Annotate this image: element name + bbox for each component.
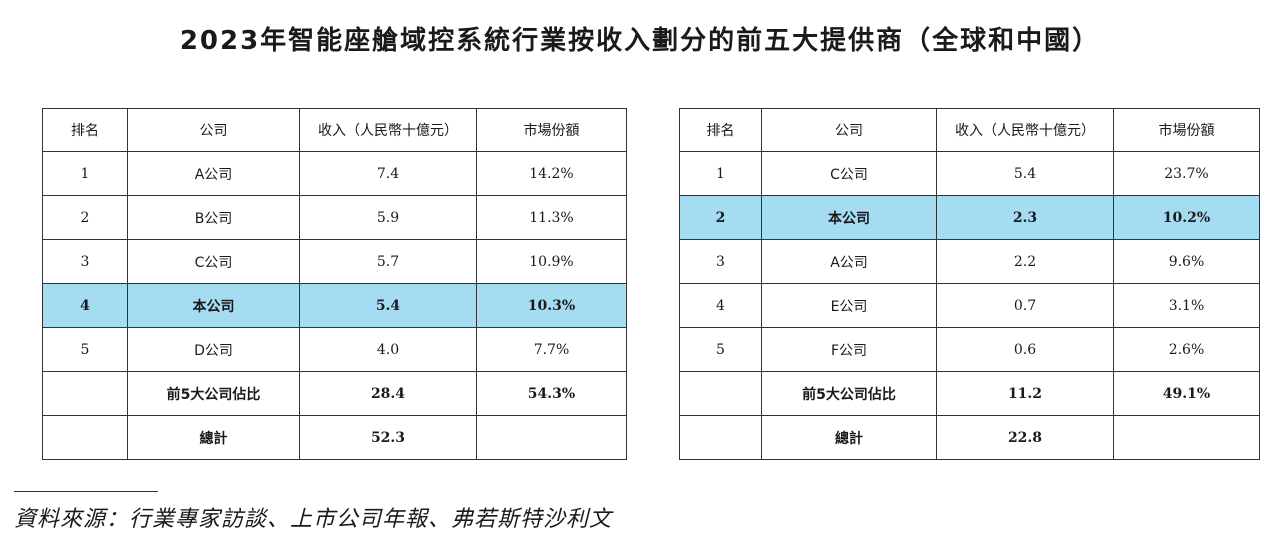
share-cell: 11.3% (476, 195, 627, 240)
top5-revenue: 11.2 (936, 371, 1114, 416)
company-cell: C公司 (127, 239, 300, 284)
share-cell: 23.7% (1113, 151, 1260, 196)
table-header-row: 排名 公司 收入（人民幣十億元） 市場份額 (679, 108, 1260, 152)
source-note: 資料來源：行業專家訪談、上市公司年報、弗若斯特沙利文 (14, 507, 613, 532)
company-cell: E公司 (761, 283, 937, 328)
rank-cell: 1 (42, 151, 128, 196)
rank-cell: 5 (679, 327, 762, 372)
table-row: 2 B公司 5.9 11.3% (42, 195, 627, 240)
revenue-cell: 0.6 (936, 327, 1114, 372)
table-row: 1 C公司 5.4 23.7% (679, 151, 1260, 196)
revenue-cell: 2.2 (936, 239, 1114, 284)
header-share: 市場份額 (476, 108, 627, 152)
total-row: 總計 52.3 (42, 415, 627, 460)
table-row: 5 D公司 4.0 7.7% (42, 327, 627, 372)
footnote-divider (14, 491, 158, 492)
rank-cell: 5 (42, 327, 128, 372)
company-cell: D公司 (127, 327, 300, 372)
share-cell: 7.7% (476, 327, 627, 372)
share-cell: 10.2% (1113, 195, 1260, 240)
total-revenue: 52.3 (299, 415, 477, 460)
company-cell: C公司 (761, 151, 937, 196)
share-cell: 14.2% (476, 151, 627, 196)
table-row: 3 C公司 5.7 10.9% (42, 239, 627, 284)
rank-cell: 3 (679, 239, 762, 284)
china-ranking-table: 排名 公司 收入（人民幣十億元） 市場份額 1 C公司 5.4 23.7% 2 … (679, 108, 1260, 460)
revenue-cell: 2.3 (936, 195, 1114, 240)
rank-cell: 2 (679, 195, 762, 240)
total-row: 總計 22.8 (679, 415, 1260, 460)
highlighted-row: 2 本公司 2.3 10.2% (679, 195, 1260, 240)
top5-label: 前5大公司佔比 (127, 371, 300, 416)
top5-row: 前5大公司佔比 11.2 49.1% (679, 371, 1260, 416)
highlighted-row: 4 本公司 5.4 10.3% (42, 283, 627, 328)
share-cell: 3.1% (1113, 283, 1260, 328)
header-revenue: 收入（人民幣十億元） (936, 108, 1114, 152)
table-row: 4 E公司 0.7 3.1% (679, 283, 1260, 328)
revenue-cell: 5.4 (936, 151, 1114, 196)
total-revenue: 22.8 (936, 415, 1114, 460)
empty-cell (679, 415, 762, 460)
header-revenue: 收入（人民幣十億元） (299, 108, 477, 152)
top5-revenue: 28.4 (299, 371, 477, 416)
share-cell: 10.3% (476, 283, 627, 328)
empty-cell (1113, 415, 1260, 460)
share-cell: 2.6% (1113, 327, 1260, 372)
revenue-cell: 5.7 (299, 239, 477, 284)
company-cell: 本公司 (127, 283, 300, 328)
empty-cell (42, 415, 128, 460)
header-company: 公司 (761, 108, 937, 152)
revenue-cell: 5.9 (299, 195, 477, 240)
empty-cell (476, 415, 627, 460)
total-label: 總計 (761, 415, 937, 460)
empty-cell (42, 371, 128, 416)
header-rank: 排名 (42, 108, 128, 152)
top5-label: 前5大公司佔比 (761, 371, 937, 416)
company-cell: A公司 (127, 151, 300, 196)
total-label: 總計 (127, 415, 300, 460)
company-cell: F公司 (761, 327, 937, 372)
top5-share: 54.3% (476, 371, 627, 416)
revenue-cell: 0.7 (936, 283, 1114, 328)
rank-cell: 2 (42, 195, 128, 240)
header-company: 公司 (127, 108, 300, 152)
company-cell: A公司 (761, 239, 937, 284)
rank-cell: 4 (679, 283, 762, 328)
header-share: 市場份額 (1113, 108, 1260, 152)
company-cell: 本公司 (761, 195, 937, 240)
revenue-cell: 4.0 (299, 327, 477, 372)
top5-row: 前5大公司佔比 28.4 54.3% (42, 371, 627, 416)
global-ranking-table: 排名 公司 收入（人民幣十億元） 市場份額 1 A公司 7.4 14.2% 2 … (42, 108, 627, 460)
page-title: 2023年智能座艙域控系統行業按收入劃分的前五大提供商（全球和中國） (179, 26, 1101, 56)
share-cell: 10.9% (476, 239, 627, 284)
revenue-cell: 7.4 (299, 151, 477, 196)
empty-cell (679, 371, 762, 416)
share-cell: 9.6% (1113, 239, 1260, 284)
rank-cell: 4 (42, 283, 128, 328)
rank-cell: 1 (679, 151, 762, 196)
header-rank: 排名 (679, 108, 762, 152)
revenue-cell: 5.4 (299, 283, 477, 328)
table-row: 3 A公司 2.2 9.6% (679, 239, 1260, 284)
rank-cell: 3 (42, 239, 128, 284)
company-cell: B公司 (127, 195, 300, 240)
table-header-row: 排名 公司 收入（人民幣十億元） 市場份額 (42, 108, 627, 152)
table-row: 5 F公司 0.6 2.6% (679, 327, 1260, 372)
table-row: 1 A公司 7.4 14.2% (42, 151, 627, 196)
top5-share: 49.1% (1113, 371, 1260, 416)
